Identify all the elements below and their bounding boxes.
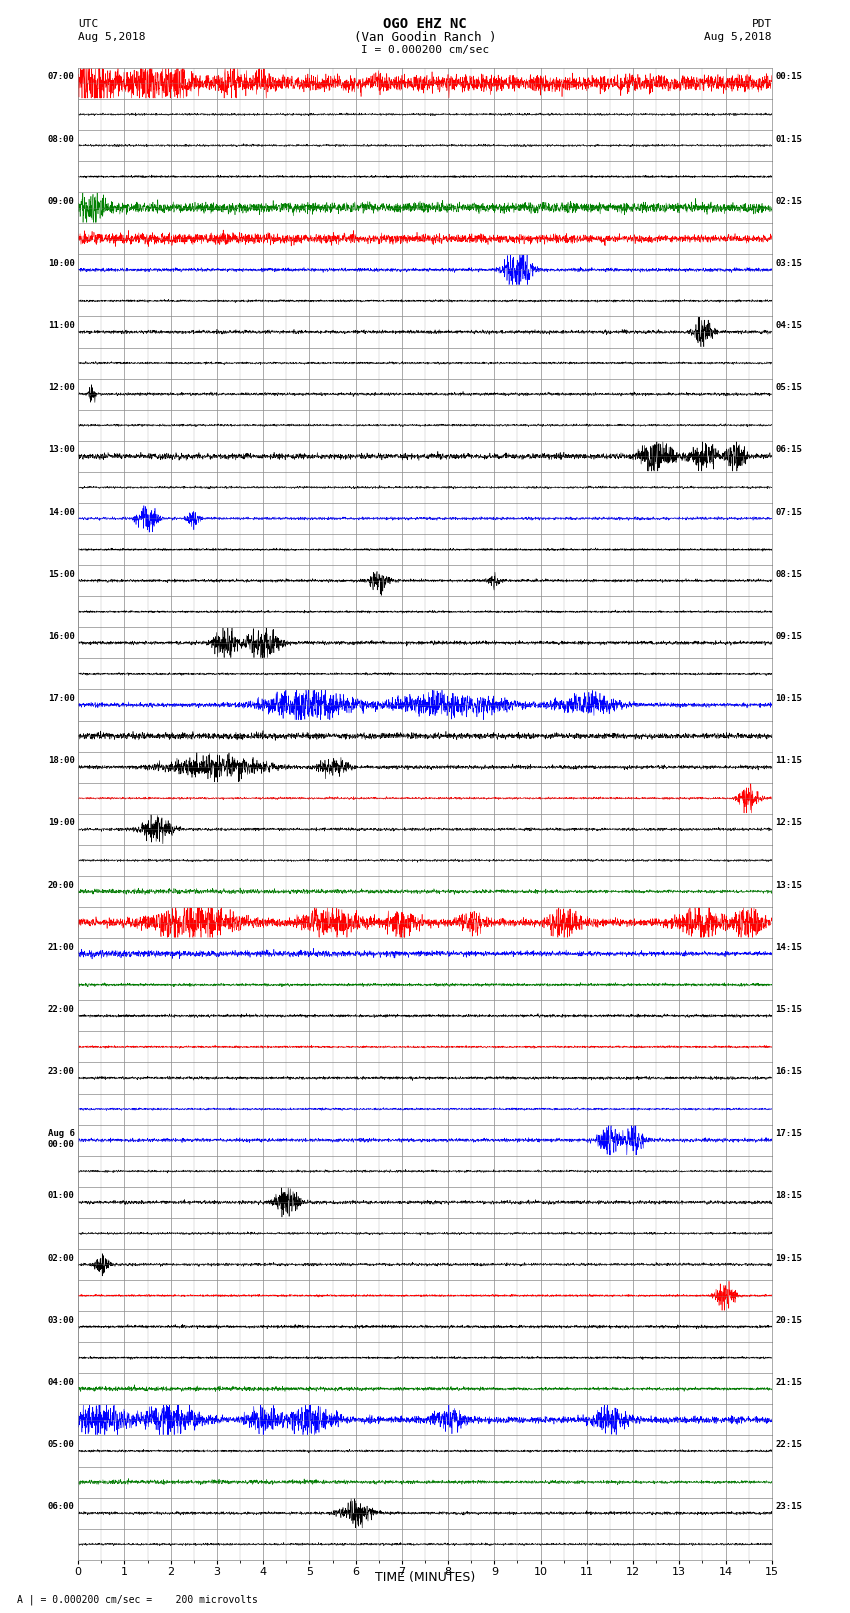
Text: 06:15: 06:15 xyxy=(775,445,802,455)
Text: 03:00: 03:00 xyxy=(48,1316,75,1324)
Text: 11:15: 11:15 xyxy=(775,756,802,765)
Text: 23:15: 23:15 xyxy=(775,1502,802,1511)
Text: 20:15: 20:15 xyxy=(775,1316,802,1324)
Text: 17:15: 17:15 xyxy=(775,1129,802,1139)
Text: 01:00: 01:00 xyxy=(48,1192,75,1200)
Text: 20:00: 20:00 xyxy=(48,881,75,890)
Text: 13:00: 13:00 xyxy=(48,445,75,455)
Text: PDT: PDT xyxy=(751,19,772,29)
Text: 13:15: 13:15 xyxy=(775,881,802,890)
Text: 14:15: 14:15 xyxy=(775,942,802,952)
Text: 16:15: 16:15 xyxy=(775,1068,802,1076)
Text: I = 0.000200 cm/sec: I = 0.000200 cm/sec xyxy=(361,45,489,55)
Text: 12:15: 12:15 xyxy=(775,818,802,827)
Text: 19:15: 19:15 xyxy=(775,1253,802,1263)
Text: 14:00: 14:00 xyxy=(48,508,75,516)
Text: TIME (MINUTES): TIME (MINUTES) xyxy=(375,1571,475,1584)
Text: 05:15: 05:15 xyxy=(775,384,802,392)
Text: Aug 5,2018: Aug 5,2018 xyxy=(705,32,772,42)
Text: 17:00: 17:00 xyxy=(48,694,75,703)
Text: 09:15: 09:15 xyxy=(775,632,802,640)
Text: Aug 5,2018: Aug 5,2018 xyxy=(78,32,145,42)
Text: 15:00: 15:00 xyxy=(48,569,75,579)
Text: 16:00: 16:00 xyxy=(48,632,75,640)
Text: 10:00: 10:00 xyxy=(48,260,75,268)
Text: 02:00: 02:00 xyxy=(48,1253,75,1263)
Text: 09:00: 09:00 xyxy=(48,197,75,206)
Text: UTC: UTC xyxy=(78,19,99,29)
Text: 03:15: 03:15 xyxy=(775,260,802,268)
Text: 01:15: 01:15 xyxy=(775,134,802,144)
Text: 08:15: 08:15 xyxy=(775,569,802,579)
Text: 02:15: 02:15 xyxy=(775,197,802,206)
Text: 08:00: 08:00 xyxy=(48,134,75,144)
Text: A | = 0.000200 cm/sec =    200 microvolts: A | = 0.000200 cm/sec = 200 microvolts xyxy=(17,1595,258,1605)
Text: 22:15: 22:15 xyxy=(775,1440,802,1448)
Text: OGO EHZ NC: OGO EHZ NC xyxy=(383,18,467,31)
Text: 18:15: 18:15 xyxy=(775,1192,802,1200)
Text: 21:00: 21:00 xyxy=(48,942,75,952)
Text: 15:15: 15:15 xyxy=(775,1005,802,1015)
Text: 22:00: 22:00 xyxy=(48,1005,75,1015)
Text: 10:15: 10:15 xyxy=(775,694,802,703)
Text: 12:00: 12:00 xyxy=(48,384,75,392)
Text: (Van Goodin Ranch ): (Van Goodin Ranch ) xyxy=(354,31,496,44)
Text: 18:00: 18:00 xyxy=(48,756,75,765)
Text: 21:15: 21:15 xyxy=(775,1378,802,1387)
Text: 00:15: 00:15 xyxy=(775,73,802,81)
Text: 05:00: 05:00 xyxy=(48,1440,75,1448)
Text: 04:00: 04:00 xyxy=(48,1378,75,1387)
Text: 06:00: 06:00 xyxy=(48,1502,75,1511)
Text: 07:00: 07:00 xyxy=(48,73,75,81)
Text: Aug 6
00:00: Aug 6 00:00 xyxy=(48,1129,75,1148)
Text: 04:15: 04:15 xyxy=(775,321,802,331)
Text: 11:00: 11:00 xyxy=(48,321,75,331)
Text: 23:00: 23:00 xyxy=(48,1068,75,1076)
Text: 19:00: 19:00 xyxy=(48,818,75,827)
Text: 07:15: 07:15 xyxy=(775,508,802,516)
